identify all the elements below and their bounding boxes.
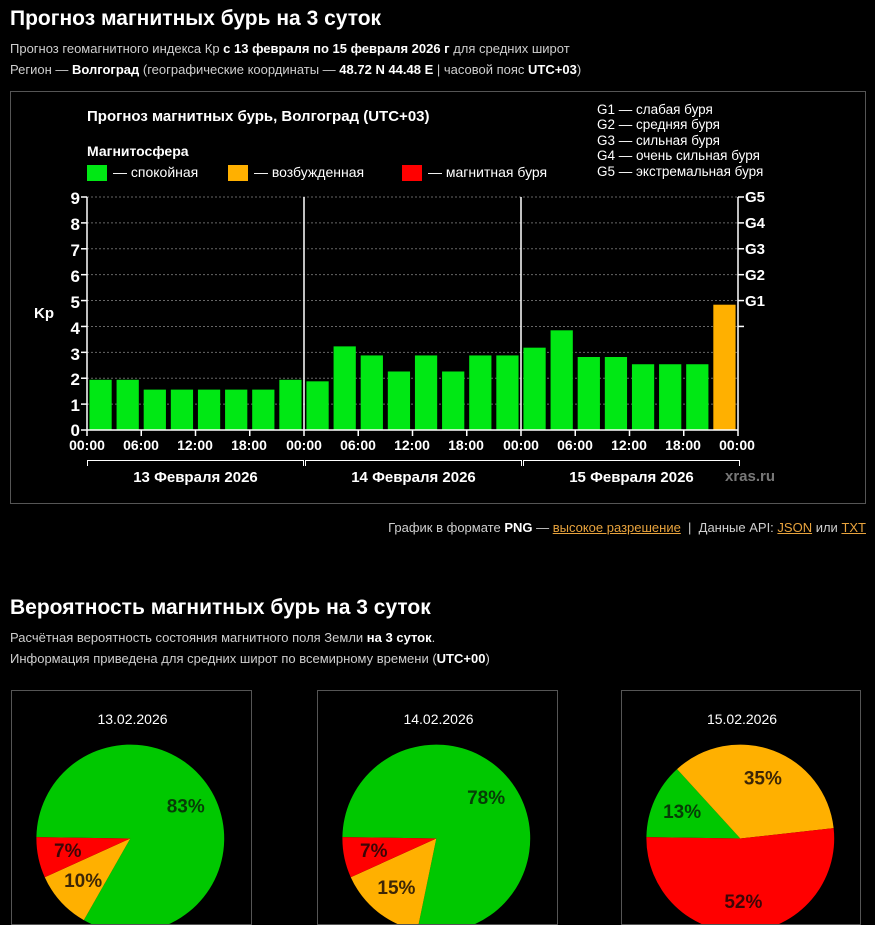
svg-text:35%: 35%	[744, 768, 782, 789]
svg-text:15%: 15%	[377, 878, 415, 899]
svg-text:7%: 7%	[360, 841, 388, 862]
svg-text:78%: 78%	[467, 788, 505, 809]
svg-text:13%: 13%	[663, 802, 701, 823]
svg-text:52%: 52%	[724, 892, 762, 913]
svg-text:10%: 10%	[64, 871, 102, 892]
svg-text:83%: 83%	[167, 796, 205, 817]
svg-text:7%: 7%	[54, 841, 82, 862]
